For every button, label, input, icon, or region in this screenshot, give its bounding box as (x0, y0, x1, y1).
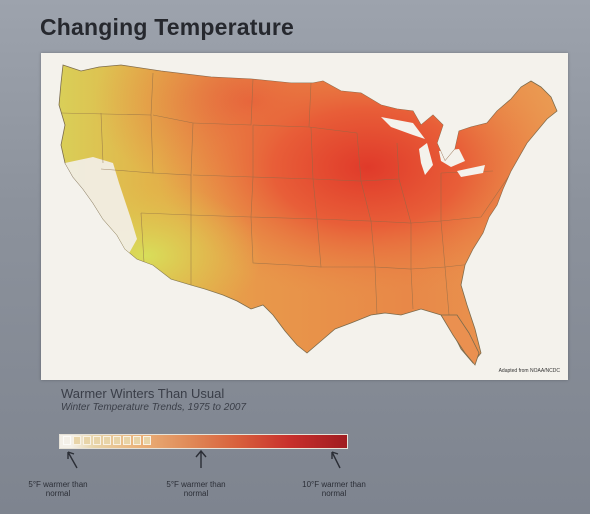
temperature-scale-bar (59, 434, 348, 449)
page-title: Changing Temperature (40, 14, 295, 40)
scale-swatch (93, 436, 101, 445)
arrow-up-icon (195, 449, 207, 468)
map-card: Adapted from NOAA/NCDC (41, 53, 568, 380)
caption-title: Warmer Winters Than Usual (61, 386, 225, 401)
arrow-up-icon (67, 451, 78, 469)
arrow-up-icon (331, 451, 341, 469)
scale-swatch (73, 436, 81, 445)
caption-subtitle: Winter Temperature Trends, 1975 to 2007 (61, 402, 247, 413)
scale-swatch (113, 436, 121, 445)
map-credit: Adapted from NOAA/NCDC (498, 368, 560, 374)
us-temperature-map (58, 64, 558, 366)
scale-swatch (123, 436, 131, 445)
legend-label-low: 5°F warmer than normal (28, 480, 88, 498)
legend-label-mid: 5°F warmer than normal (166, 480, 226, 498)
scale-swatch (83, 436, 91, 445)
legend-label-high: 10°F warmer than normal (302, 480, 366, 498)
scale-swatch (63, 436, 71, 445)
scale-swatch (103, 436, 111, 445)
scale-swatch (133, 436, 141, 445)
florida-shape (440, 314, 480, 366)
scale-swatch (143, 436, 151, 445)
